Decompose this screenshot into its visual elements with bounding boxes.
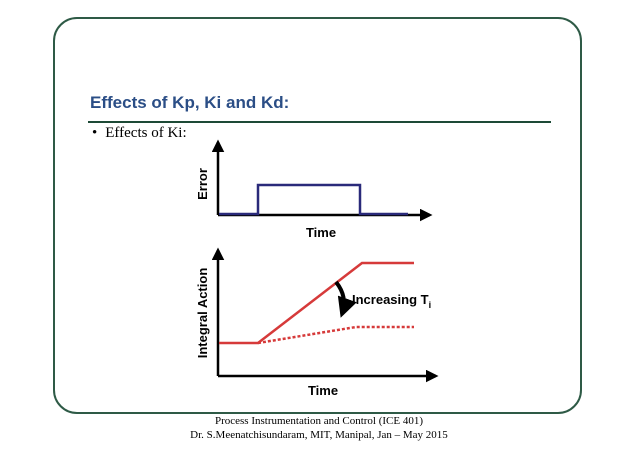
- footer-course: Process Instrumentation and Control (ICE…: [214, 415, 424, 427]
- error-xlabel: Time: [306, 225, 336, 240]
- integral-line-base: [219, 261, 414, 345]
- bullet-item: • Effects of Ki:: [92, 125, 187, 142]
- title-underline: [88, 121, 551, 123]
- error-plot: Error Time: [195, 139, 433, 240]
- integral-plot: Increasing Ti Integral Action Time: [195, 247, 439, 398]
- integral-xlabel: Time: [308, 383, 338, 398]
- error-pulse: [219, 183, 408, 216]
- increasing-ti-arrow: [334, 280, 357, 318]
- increasing-ti-annotation: Increasing Ti: [352, 292, 431, 310]
- bullet-text: Effects of Ki:: [105, 125, 187, 141]
- ki-effect-figure: Error Time Increasing Ti Integral Action…: [195, 139, 439, 398]
- footer-author: Dr. S.Meenatchisundaram, MIT, Manipal, J…: [190, 429, 448, 441]
- bullet-dot: •: [92, 125, 98, 141]
- slide-frame: [53, 17, 582, 414]
- error-ylabel: Error: [195, 168, 210, 200]
- integral-line-increased-ti: [257, 325, 414, 345]
- integral-ylabel: Integral Action: [195, 268, 210, 359]
- slide-title: Effects of Kp, Ki and Kd:: [90, 93, 290, 112]
